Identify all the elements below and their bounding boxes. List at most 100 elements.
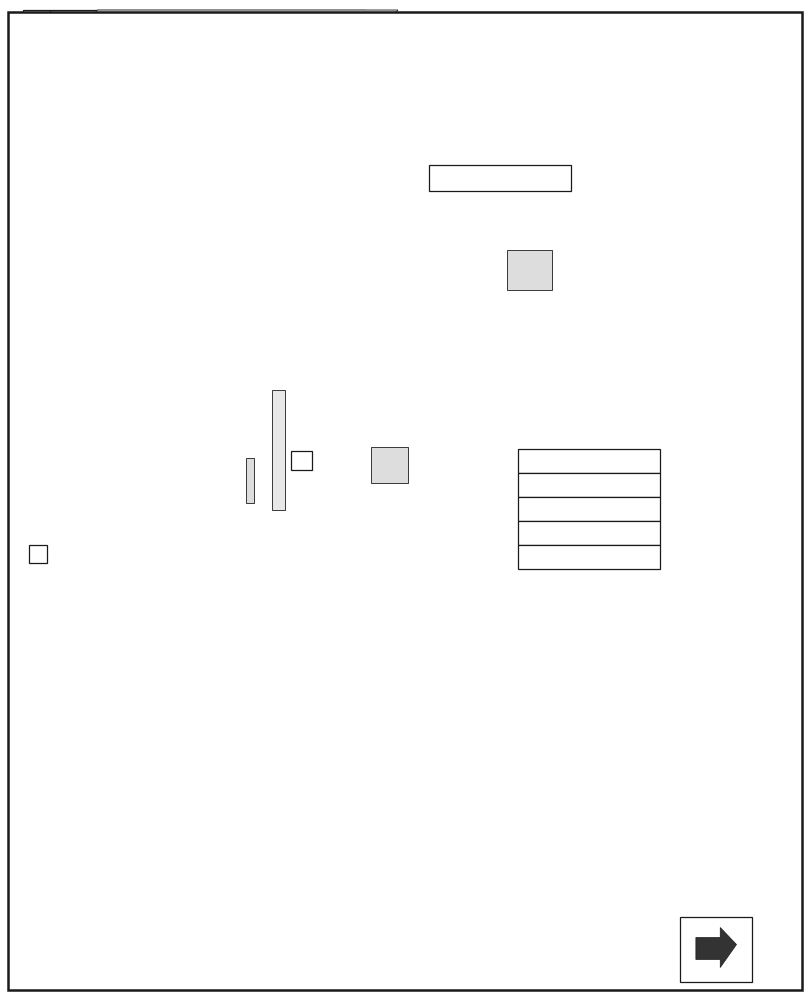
Circle shape <box>104 178 123 202</box>
Circle shape <box>121 354 147 386</box>
Circle shape <box>380 261 395 279</box>
Circle shape <box>151 78 170 102</box>
Circle shape <box>303 148 314 162</box>
Circle shape <box>447 343 461 361</box>
Circle shape <box>359 218 371 232</box>
Text: 27.106.AA (02): 27.106.AA (02) <box>541 480 636 490</box>
Circle shape <box>303 148 371 232</box>
Circle shape <box>36 425 93 495</box>
Text: 12: 12 <box>403 524 419 538</box>
Circle shape <box>150 278 169 302</box>
Circle shape <box>298 528 311 544</box>
Text: 13: 13 <box>232 373 248 386</box>
Circle shape <box>399 455 415 475</box>
Circle shape <box>513 232 753 528</box>
Polygon shape <box>23 350 324 385</box>
Circle shape <box>359 148 371 162</box>
Text: 4: 4 <box>270 615 278 629</box>
Circle shape <box>257 507 270 523</box>
Circle shape <box>298 386 311 402</box>
Circle shape <box>157 442 235 538</box>
Circle shape <box>238 383 371 547</box>
Circle shape <box>290 178 310 202</box>
Text: 2: 2 <box>130 750 138 764</box>
Bar <box>428 165 570 191</box>
Circle shape <box>491 318 539 378</box>
Circle shape <box>251 578 281 614</box>
Polygon shape <box>73 10 397 40</box>
Bar <box>517 497 659 521</box>
Circle shape <box>114 710 165 774</box>
Polygon shape <box>23 10 50 380</box>
Bar <box>507 250 551 290</box>
Circle shape <box>286 128 387 252</box>
Circle shape <box>400 203 414 221</box>
Polygon shape <box>308 70 365 310</box>
Polygon shape <box>50 10 365 380</box>
Circle shape <box>422 395 438 415</box>
Text: 3: 3 <box>36 548 45 562</box>
Circle shape <box>243 78 263 102</box>
Circle shape <box>600 340 665 420</box>
Bar <box>246 458 254 503</box>
Text: 11: 11 <box>63 578 79 590</box>
Circle shape <box>494 203 508 221</box>
Circle shape <box>495 210 770 550</box>
Text: 5: 5 <box>180 483 188 495</box>
Circle shape <box>260 410 349 520</box>
Circle shape <box>272 380 285 396</box>
Circle shape <box>81 35 333 345</box>
Circle shape <box>285 441 324 489</box>
Circle shape <box>108 408 144 452</box>
Text: 27.106.AA (04): 27.106.AA (04) <box>541 528 636 538</box>
Text: 1: 1 <box>297 454 305 466</box>
Bar <box>680 917 751 982</box>
Circle shape <box>418 225 491 315</box>
Text: 8: 8 <box>285 540 294 554</box>
Circle shape <box>400 319 414 337</box>
Circle shape <box>240 564 292 628</box>
Circle shape <box>257 407 270 423</box>
Circle shape <box>354 196 425 284</box>
Circle shape <box>447 179 461 197</box>
Circle shape <box>481 306 549 390</box>
Circle shape <box>122 520 151 556</box>
Circle shape <box>440 252 469 288</box>
Circle shape <box>355 457 368 473</box>
Circle shape <box>293 451 315 479</box>
Circle shape <box>172 460 221 520</box>
Text: 27.106.AA (05): 27.106.AA (05) <box>541 552 636 562</box>
Circle shape <box>242 497 258 517</box>
Bar <box>272 390 285 510</box>
Bar <box>371 447 407 483</box>
Polygon shape <box>695 928 736 968</box>
Circle shape <box>101 60 312 320</box>
Circle shape <box>154 125 260 255</box>
Circle shape <box>377 175 531 365</box>
Circle shape <box>494 319 508 337</box>
Circle shape <box>88 478 185 598</box>
Text: 9: 9 <box>67 530 75 542</box>
Circle shape <box>363 208 415 272</box>
Circle shape <box>243 278 263 302</box>
Circle shape <box>401 205 507 335</box>
Text: 3: 3 <box>34 548 42 560</box>
Circle shape <box>125 724 154 760</box>
Circle shape <box>542 258 561 282</box>
Circle shape <box>109 504 164 572</box>
Circle shape <box>73 365 178 495</box>
Circle shape <box>131 732 148 752</box>
Circle shape <box>564 295 702 465</box>
Circle shape <box>375 222 404 258</box>
Bar <box>517 473 659 497</box>
Text: 1: 1 <box>298 456 307 468</box>
Text: 21.118.AF (01): 21.118.AF (01) <box>449 171 549 184</box>
Circle shape <box>273 427 335 503</box>
Text: 7: 7 <box>172 452 180 466</box>
Text: 27.106.AA (01): 27.106.AA (01) <box>541 456 636 466</box>
Circle shape <box>174 150 239 230</box>
Circle shape <box>240 457 253 473</box>
Bar <box>290 451 311 470</box>
Circle shape <box>513 261 528 279</box>
Circle shape <box>430 240 478 300</box>
